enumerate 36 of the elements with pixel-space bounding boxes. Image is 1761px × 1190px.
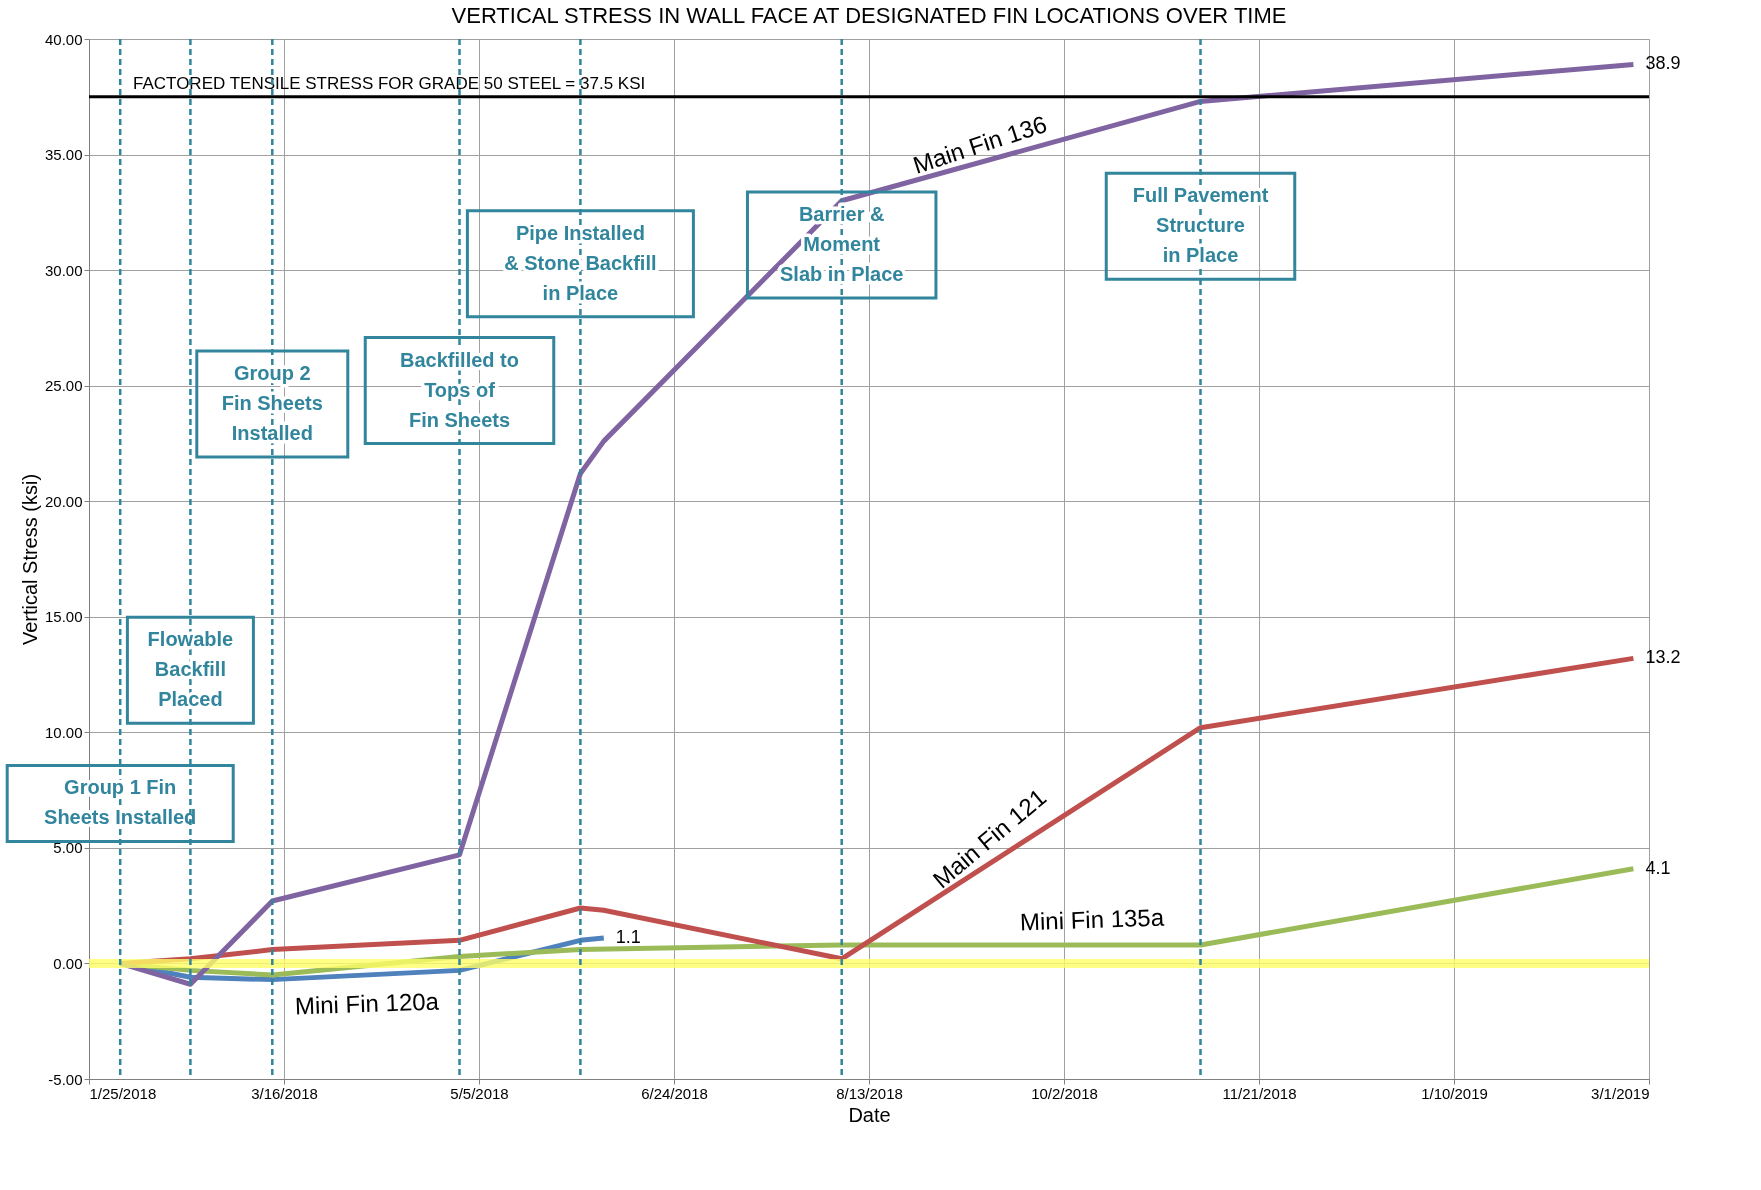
x-tick-label: 11/21/2018	[1222, 1084, 1297, 1102]
x-tick-label: 8/13/2018	[836, 1084, 903, 1102]
y-tick-label: 20.00	[44, 492, 83, 510]
y-tick-label: 5.00	[53, 839, 83, 857]
ref-line-label: Pipe Installed & Stone Backfill in Place	[504, 221, 657, 304]
text: Main Fin 136	[909, 110, 1050, 179]
x-tick-label: 3/16/2018	[251, 1084, 318, 1102]
x-tick-label: 10/2/2018	[1031, 1084, 1098, 1102]
x-tick-label: 5/5/2018	[450, 1084, 509, 1102]
ref-line-label: Full Pavement Structure in Place	[1132, 184, 1269, 267]
x-tick-label: 3/1/2019	[1591, 1084, 1650, 1102]
data-label: 38.9	[1645, 53, 1681, 74]
y-tick-label: 0.00	[53, 954, 83, 972]
chart-title: VERTICAL STRESS IN WALL FACE AT DESIGNATED FIN LOCATIONS OVER TIME	[451, 3, 1287, 28]
y-axis-title: Vertical Stress (ksi)	[18, 473, 41, 646]
x-axis-title: Date	[848, 1103, 891, 1126]
ref-line-label: FACTORED TENSILE STRESS FOR GRADE 50 STEEL = 37.5 KSI	[133, 73, 646, 93]
y-tick-label: 30.00	[44, 261, 83, 279]
y-tick-label: 40.00	[44, 30, 83, 48]
ref-line-label: Flowable Backfill Placed	[147, 628, 234, 711]
x-tick-label: 1/25/2018	[89, 1084, 157, 1102]
ref-line-label: Group 2 Fin Sheets Installed	[221, 362, 323, 445]
series-label: Mini Fin 120a	[294, 987, 441, 1020]
y-tick-label: -5.00	[48, 1070, 83, 1088]
y-tick-label: 35.00	[44, 146, 83, 164]
ref-line-label: Backfilled to Tops of Fin Sheets	[400, 348, 519, 431]
data-label: 4.1	[1645, 857, 1671, 878]
x-tick-label: 6/24/2018	[641, 1084, 708, 1102]
data-label: 13.2	[1645, 647, 1681, 668]
data-label: 1.1	[615, 927, 641, 948]
text: Main Fin 121	[927, 783, 1052, 894]
y-tick-label: 15.00	[44, 608, 83, 626]
series-label: Mini Fin 135a	[1019, 903, 1166, 936]
y-tick-label: 10.00	[44, 723, 83, 741]
y-tick-label: 25.00	[44, 377, 83, 395]
x-tick-label: 1/10/2019	[1421, 1084, 1488, 1102]
